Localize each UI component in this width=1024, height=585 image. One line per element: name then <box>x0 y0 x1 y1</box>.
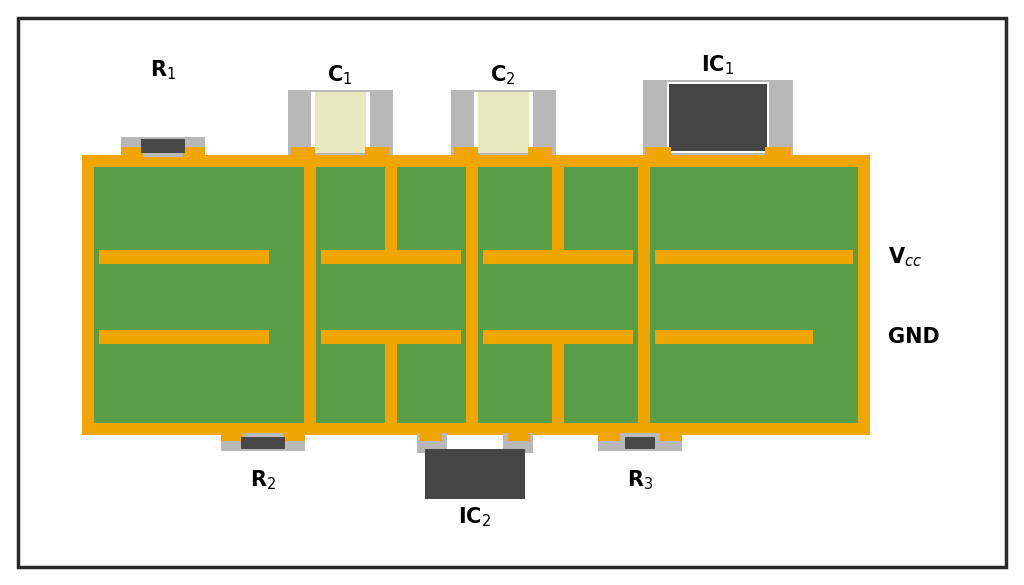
Bar <box>667 82 769 153</box>
Bar <box>311 92 370 153</box>
Bar <box>451 90 556 155</box>
Bar <box>466 155 478 435</box>
Bar <box>503 433 534 453</box>
Bar <box>385 330 397 423</box>
Bar <box>552 167 564 264</box>
Text: IC$_1$: IC$_1$ <box>701 53 734 77</box>
Bar <box>765 147 791 163</box>
Bar <box>141 139 185 153</box>
Bar <box>283 427 305 441</box>
Bar <box>417 433 447 453</box>
Bar <box>528 147 552 163</box>
Bar <box>82 155 870 435</box>
Bar <box>655 250 853 264</box>
Bar <box>365 147 389 163</box>
Bar <box>552 330 564 423</box>
Bar <box>385 167 397 264</box>
Text: GND: GND <box>888 327 940 347</box>
Bar <box>638 155 650 435</box>
Bar <box>643 80 793 155</box>
Text: V$_{cc}$: V$_{cc}$ <box>888 245 923 269</box>
Bar <box>291 147 315 163</box>
Bar <box>483 250 633 264</box>
Text: R$_1$: R$_1$ <box>150 58 176 82</box>
Text: R$_2$: R$_2$ <box>250 468 276 492</box>
Bar <box>655 330 813 344</box>
Bar <box>420 427 442 441</box>
Bar <box>645 147 671 163</box>
Bar <box>99 250 269 264</box>
Text: IC$_2$: IC$_2$ <box>459 505 492 529</box>
Bar <box>221 433 305 451</box>
Bar <box>669 84 767 151</box>
Bar <box>598 433 682 451</box>
Bar <box>425 449 525 499</box>
Bar <box>508 427 530 441</box>
Bar <box>241 437 285 449</box>
Bar <box>474 92 534 153</box>
Bar <box>221 427 243 441</box>
Bar <box>99 330 269 344</box>
Bar <box>288 90 393 155</box>
Bar <box>183 147 205 163</box>
Bar <box>598 427 620 441</box>
Bar <box>321 250 461 264</box>
Bar <box>94 167 858 423</box>
Bar <box>315 92 366 153</box>
Bar <box>304 155 316 435</box>
Bar <box>625 437 655 449</box>
Bar <box>478 92 529 153</box>
Bar <box>121 137 205 157</box>
Bar <box>483 330 633 344</box>
Text: C$_1$: C$_1$ <box>328 63 352 87</box>
Text: R$_3$: R$_3$ <box>627 468 653 492</box>
Bar <box>454 147 478 163</box>
Bar <box>321 330 461 344</box>
Bar <box>121 147 143 163</box>
Bar <box>660 427 682 441</box>
Text: C$_2$: C$_2$ <box>490 63 516 87</box>
